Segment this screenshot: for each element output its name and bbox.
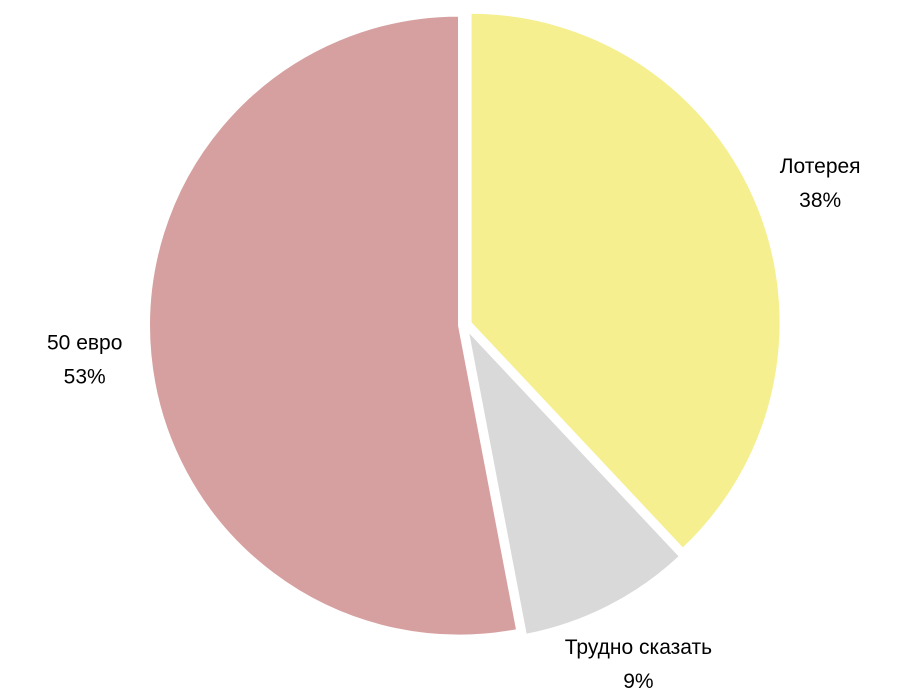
slice-value-label: 38% [799, 189, 841, 212]
slice-label: Лотерея [780, 155, 861, 178]
slice-label: Трудно сказать [565, 636, 712, 659]
pie-slice [148, 14, 519, 637]
slice-label: 50 евро [47, 331, 122, 354]
pie-slice [469, 11, 782, 551]
slice-value-label: 9% [623, 670, 653, 693]
slice-value-label: 53% [64, 365, 106, 388]
pie-slice [466, 327, 682, 637]
